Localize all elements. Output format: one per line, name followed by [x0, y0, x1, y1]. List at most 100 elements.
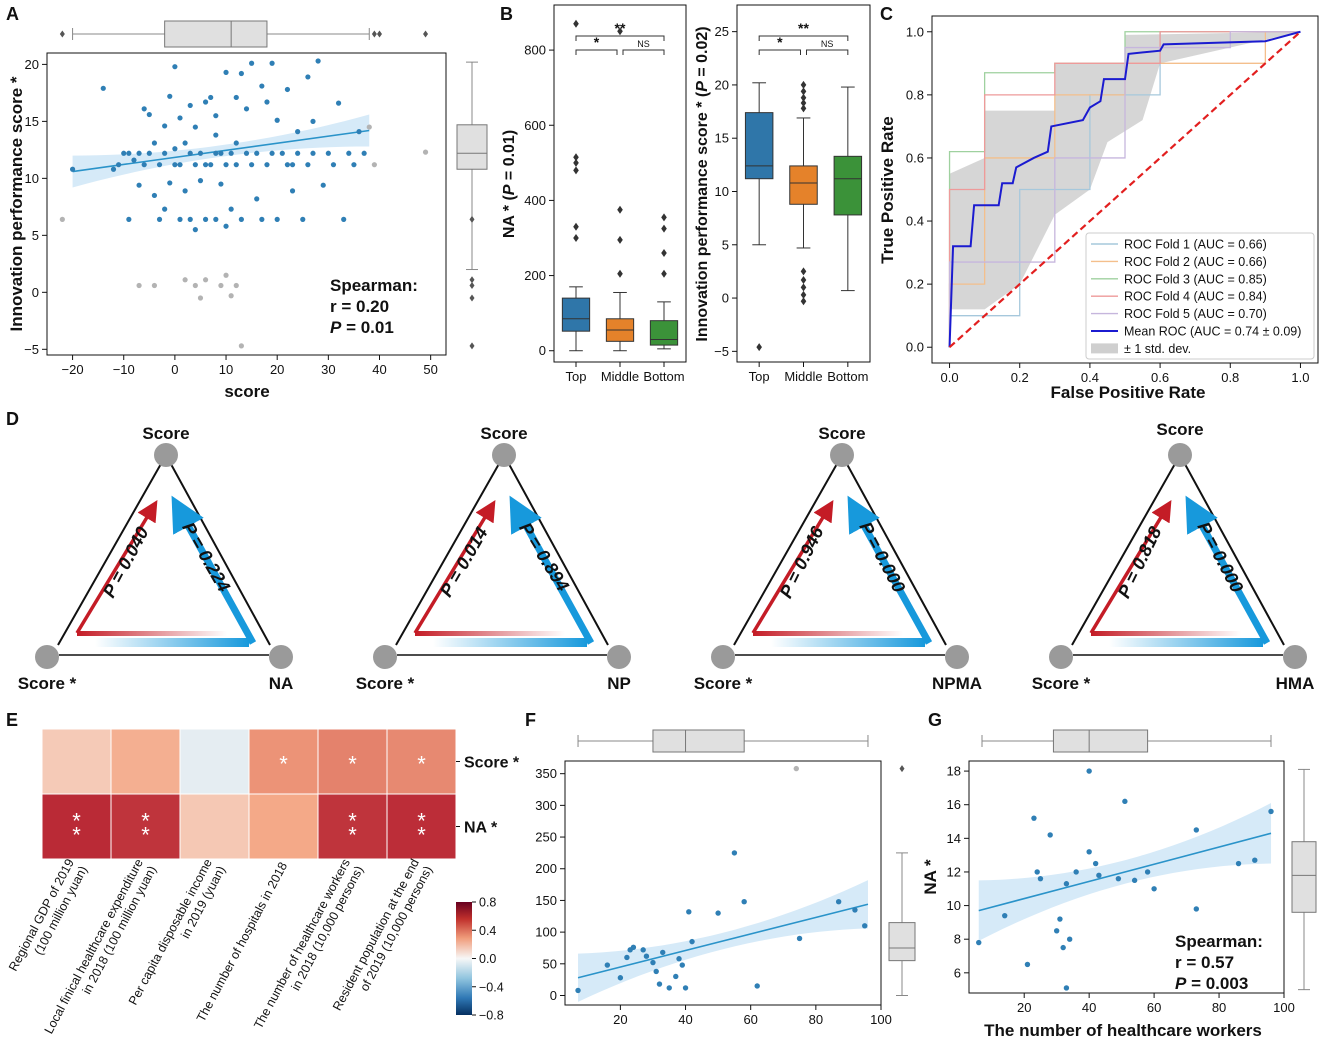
panel-g-ylabel: NA *: [921, 859, 940, 895]
pB1-flier: [617, 269, 623, 278]
panel-a-ylabel: Innovation performance score *: [7, 76, 26, 331]
panel-letter-e: E: [6, 710, 18, 730]
pG-data-point: [1268, 808, 1274, 815]
pA-ytick-label: 15: [25, 114, 39, 129]
pA-data-point: [223, 223, 229, 229]
panel-b2-p-value: = 0.02: [694, 32, 711, 77]
pA-data-point: [162, 206, 168, 212]
panel-letter-g: G: [928, 710, 942, 730]
pA-outlier-point: [422, 149, 429, 155]
pF-data-point: [575, 987, 581, 994]
pA-data-point: [274, 117, 280, 123]
pA-data-point: [126, 150, 132, 156]
pA-data-point: [156, 216, 163, 222]
pE-star: *: [141, 809, 150, 834]
pG-ytick-label: 14: [947, 831, 961, 846]
pC-ytick-label: 0.0: [906, 340, 924, 355]
pA-data-point: [330, 162, 337, 168]
pD1-blue-arrow: [171, 495, 257, 645]
pA-data-point: [187, 102, 193, 109]
pA-data-point: [243, 150, 250, 156]
pD2-label-right: NP: [607, 674, 631, 693]
pA-rightbox-flier: [469, 215, 475, 223]
pF-ytick-label: 0: [550, 988, 557, 1003]
pB2-xtick-label: Bottom: [827, 369, 868, 384]
pA-data-point: [310, 150, 316, 156]
pD2-node-top: [492, 443, 516, 467]
pA-rightbox-flier: [469, 294, 475, 302]
pA-data-point: [202, 216, 209, 222]
pB2-flier: [800, 87, 807, 96]
panel-f-frame: [564, 760, 882, 1006]
pA-data-point: [238, 216, 244, 222]
pA-data-point: [208, 162, 214, 168]
pA-outlier-point: [228, 293, 234, 299]
pA-data-point: [136, 182, 142, 188]
pA-topbox-flier: [377, 30, 382, 38]
pB2-ytick-label: 0: [722, 291, 729, 306]
pA-data-point: [218, 150, 224, 156]
pC-legend-label: ROC Fold 4 (AUC = 0.84): [1124, 290, 1267, 304]
pC-legend-box: [1085, 232, 1315, 360]
pG-data-point: [1073, 869, 1079, 875]
pG-data-point: [1131, 877, 1138, 884]
pA-outlier-point: [182, 277, 188, 283]
pE-row-label: Score *: [464, 755, 520, 772]
pA-data-point: [177, 115, 183, 121]
pA-data-point: [233, 94, 239, 101]
pB1-ytick-label: 0: [539, 343, 546, 358]
pC-xtick-label: 1.0: [1291, 370, 1309, 385]
pD2-label-left: Score *: [356, 674, 415, 693]
pG-topbox-box: [1052, 729, 1149, 753]
pA-ytick-label: 20: [25, 57, 39, 72]
pA-xtick-label: 50: [423, 362, 437, 377]
pF-xtick-label: 80: [809, 1012, 823, 1027]
pE-cell: [317, 793, 388, 860]
pD1-label-top: Score: [142, 424, 189, 443]
pF-data-point: [617, 975, 624, 981]
pA-data-point: [264, 99, 270, 105]
pA-data-point: [141, 162, 147, 168]
pB2-flier: [756, 343, 762, 352]
pA-outlier-point: [202, 277, 209, 283]
pB2-sig-bracket: [758, 35, 849, 41]
panel-a-frame: [46, 52, 447, 356]
pA-data-point: [172, 162, 178, 168]
pD2-label-top: Score: [480, 424, 527, 443]
pA-xtick-label: 30: [321, 362, 335, 377]
pA-ytick-label: 0: [32, 285, 39, 300]
pF-ytick-label: 50: [543, 956, 557, 971]
pD1-blue-base: [95, 638, 249, 647]
pB1-xtick-label: Middle: [601, 369, 639, 384]
pG-data-point: [1047, 832, 1053, 838]
pC-xtick-label: 0.6: [1151, 370, 1169, 385]
pF-regression-line: [577, 903, 869, 979]
pG-data-point: [1235, 860, 1242, 867]
pF-data-point: [660, 949, 666, 956]
pA-outlier-point: [192, 282, 198, 289]
panel-g-p-italic: P: [1175, 974, 1187, 993]
panel-g-frame: [968, 760, 1285, 994]
pA-data-point: [197, 178, 204, 184]
pB2-xtick-label: Middle: [784, 369, 822, 384]
pF-data-point: [835, 898, 842, 905]
pA-outlier-point: [197, 295, 204, 301]
pD4-node-left: [1049, 645, 1073, 669]
pG-data-point: [1115, 875, 1122, 882]
pA-data-point: [182, 188, 188, 194]
pG-ytick-label: 18: [947, 764, 961, 779]
pE-star: *: [72, 809, 81, 834]
pA-rightbox-flier: [469, 342, 475, 350]
pC-legend-label: ROC Fold 2 (AUC = 0.66): [1124, 255, 1267, 269]
pA-data-point: [126, 216, 132, 222]
panel-b1-p-italic: P: [501, 184, 518, 195]
pD2-node-left: [373, 645, 397, 669]
pB1-sig-label: NS: [637, 39, 650, 49]
pD4-node-top: [1168, 443, 1192, 467]
pB1-xtick-label: Top: [566, 369, 587, 384]
pF-data-point: [653, 968, 659, 975]
pG-data-point: [1151, 886, 1157, 892]
pE-star: *: [348, 752, 357, 777]
pB1-box-top: [561, 297, 591, 332]
